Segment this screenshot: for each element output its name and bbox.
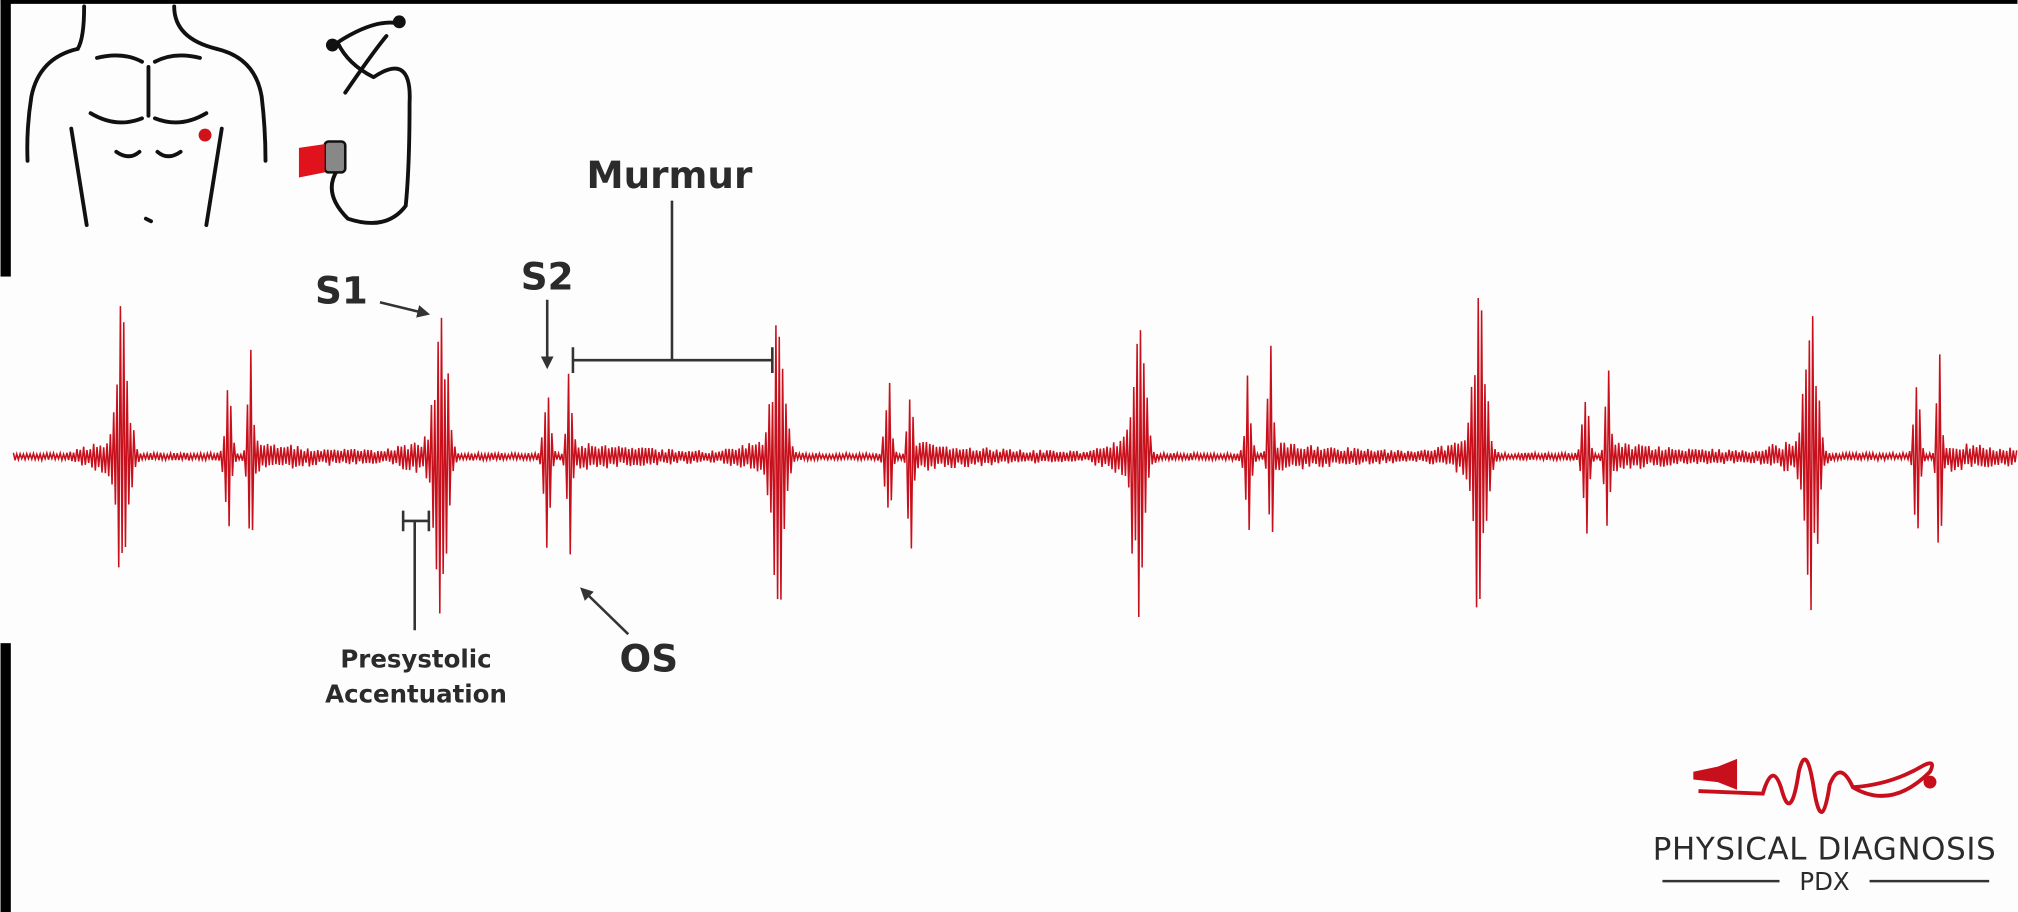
os-arrow [580, 587, 630, 636]
s1-label: S1 [315, 269, 368, 313]
logo-abbr: PDX [1799, 867, 1849, 896]
torso-icon [25, 4, 268, 228]
stethoscope-icon [298, 15, 412, 225]
auscultation-point [198, 128, 212, 142]
top-border [0, 0, 2018, 4]
left-border [0, 0, 11, 277]
presystolic-label: Presystolic [340, 645, 491, 674]
left-border [0, 643, 11, 912]
murmur-bracket [571, 200, 774, 374]
logo: PHYSICAL DIAGNOSIS PDX [1653, 757, 1997, 896]
logo-name: PHYSICAL DIAGNOSIS [1653, 831, 1997, 867]
murmur-label: Murmur [586, 153, 752, 197]
os-label: OS [620, 636, 679, 680]
annotations: S1 S2 Murmur Presystolic Accentuation OS [315, 153, 774, 708]
presystolic-label: Accentuation [325, 679, 507, 708]
s1-arrow [379, 301, 431, 318]
waveform [12, 298, 2018, 618]
s2-label: S2 [521, 254, 574, 298]
presystolic-bracket [401, 510, 431, 631]
